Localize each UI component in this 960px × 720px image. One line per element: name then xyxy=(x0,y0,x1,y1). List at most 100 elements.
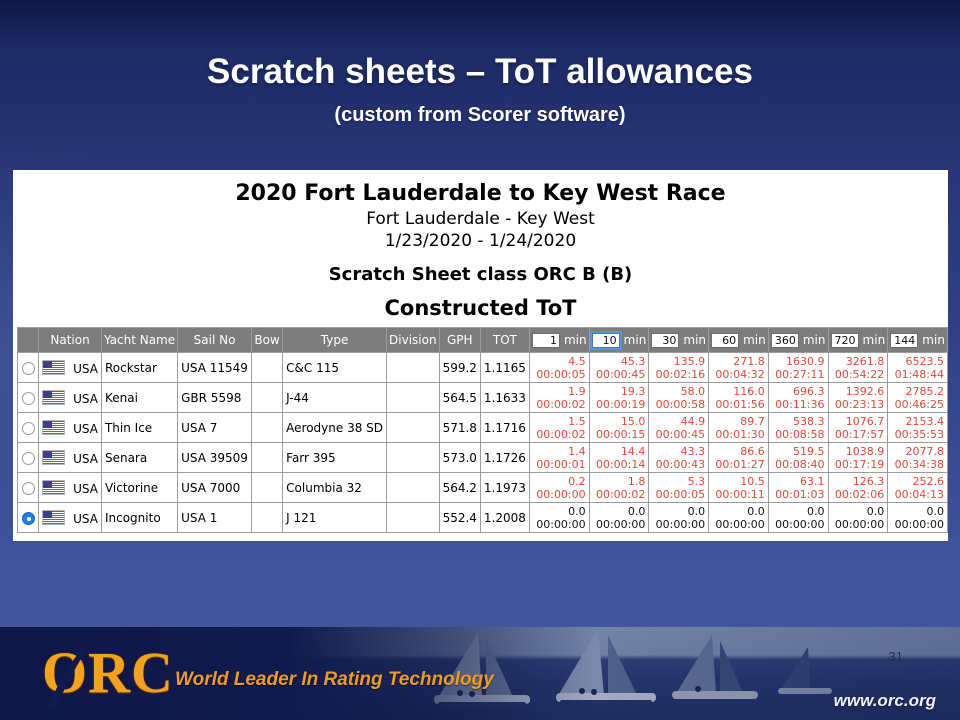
minutes-input[interactable] xyxy=(770,332,799,348)
allowance-hms: 00:02:06 xyxy=(834,487,885,501)
allowance-hms: 00:00:45 xyxy=(655,427,706,441)
allowance-cell: 19.3 00:00:19 xyxy=(588,382,650,413)
minutes-unit-label: min xyxy=(563,332,587,347)
allowance-cell: 0.0 00:00:00 xyxy=(708,502,769,533)
allowance-seconds: 19.3 xyxy=(620,384,646,398)
allowance-hms: 00:23:13 xyxy=(834,397,885,411)
minute-header: min xyxy=(708,327,769,353)
orc-logo-text: ORC xyxy=(42,640,174,705)
allowance-seconds: 538.3 xyxy=(793,414,825,428)
tot-value: 1.1716 xyxy=(479,412,530,443)
minutes-unit-label: min xyxy=(623,332,647,347)
allowance-hms: 00:01:03 xyxy=(775,487,825,501)
allowance-cell: 1.8 00:00:02 xyxy=(588,472,650,503)
allowance-seconds: 1630.9 xyxy=(786,354,825,368)
radio-cell xyxy=(16,472,40,503)
allowance-cell: 58.0 00:00:58 xyxy=(648,382,710,413)
nation-cell: USA xyxy=(38,502,102,533)
allowance-cell: 1.5 00:00:02 xyxy=(528,412,590,443)
allowance-hms: 00:00:15 xyxy=(595,427,646,441)
allowance-hms: 00:08:58 xyxy=(775,427,825,441)
allowance-cell: 0.0 00:00:00 xyxy=(528,502,590,533)
gph-value: 599.2 xyxy=(438,352,481,383)
allowance-seconds: 1.8 xyxy=(627,474,646,488)
slide-subtitle: (custom from Scorer software) xyxy=(334,104,626,126)
allowance-cell: 0.0 00:00:00 xyxy=(827,502,889,533)
allowance-cell: 63.1 00:01:03 xyxy=(767,472,829,503)
scratch-table-body: USA Rockstar USA 11549 C&C 115 599.2 1.1165 4.… xyxy=(16,352,948,533)
allowance-hms: 00:00:14 xyxy=(595,457,646,471)
allowance-cell: 126.3 00:02:06 xyxy=(827,472,889,503)
yacht-select-radio[interactable] xyxy=(21,421,35,435)
allowance-seconds: 5.3 xyxy=(687,474,706,488)
allowance-hms: 01:48:44 xyxy=(894,367,944,381)
us-flag-icon xyxy=(42,449,66,465)
minutes-unit-label: min xyxy=(683,332,707,347)
allowance-hms: 00:01:30 xyxy=(715,427,765,441)
allowance-seconds: 0.0 xyxy=(747,504,765,518)
allowance-cell: 519.5 00:08:40 xyxy=(767,442,829,473)
allowance-hms: 00:01:56 xyxy=(715,397,765,411)
allowance-seconds: 116.0 xyxy=(733,384,765,398)
minutes-input[interactable] xyxy=(711,332,740,348)
minute-header: min xyxy=(528,327,590,353)
allowance-hms: 00:04:13 xyxy=(894,487,944,501)
allowance-hms: 00:11:36 xyxy=(775,397,825,411)
scratch-sheet-class: Scratch Sheet class ORC B (B) xyxy=(328,264,633,285)
yacht-name: Victorine xyxy=(100,472,179,503)
allowance-cell: 2153.4 00:35:53 xyxy=(887,412,948,443)
allowance-hms: 00:00:45 xyxy=(595,367,646,381)
minutes-input[interactable] xyxy=(651,332,680,348)
nation-cell: USA xyxy=(38,442,102,473)
minutes-input[interactable] xyxy=(890,332,919,348)
minutes-input[interactable] xyxy=(591,332,620,348)
allowance-cell: 0.0 00:00:00 xyxy=(887,502,948,533)
yacht-name: Rockstar xyxy=(100,352,179,383)
yacht-type: Farr 395 xyxy=(282,442,388,473)
yacht-select-radio[interactable] xyxy=(21,511,35,525)
nation-label: USA xyxy=(73,481,98,496)
minutes-unit-label: min xyxy=(862,332,886,347)
yacht-name: Senara xyxy=(100,442,179,473)
allowance-hms: 00:00:00 xyxy=(595,517,646,531)
allowance-seconds: 1038.9 xyxy=(845,444,885,458)
yacht-select-radio[interactable] xyxy=(21,451,35,465)
yacht-name: Thin Ice xyxy=(100,412,179,443)
minutes-input[interactable] xyxy=(531,332,560,348)
minute-header: min xyxy=(588,327,650,353)
minutes-unit-label: min xyxy=(802,332,826,347)
gph-value: 564.5 xyxy=(438,382,481,413)
allowance-cell: 116.0 00:01:56 xyxy=(708,382,769,413)
allowance-seconds: 1.5 xyxy=(568,414,586,428)
allowance-cell: 0.0 00:00:00 xyxy=(767,502,829,533)
allowance-hms: 00:00:00 xyxy=(655,517,706,531)
col-header-bow: Bow xyxy=(250,327,284,353)
us-flag-icon xyxy=(42,509,66,525)
us-flag-icon xyxy=(42,389,66,405)
yacht-name: Incognito xyxy=(100,502,179,533)
minutes-input[interactable] xyxy=(830,332,859,348)
allowance-cell: 45.3 00:00:45 xyxy=(588,352,650,383)
allowance-seconds: 4.5 xyxy=(568,354,586,368)
allowance-cell: 1392.6 00:23:13 xyxy=(827,382,889,413)
allowance-hms: 00:00:00 xyxy=(536,487,586,501)
orc-tagline: World Leader In Rating Technology xyxy=(175,669,494,690)
allowance-hms: 00:34:38 xyxy=(894,457,944,471)
allowance-cell: 2785.2 00:46:25 xyxy=(887,382,948,413)
allowance-seconds: 1.9 xyxy=(568,384,586,398)
allowance-seconds: 271.8 xyxy=(733,354,765,368)
allowance-seconds: 44.9 xyxy=(680,414,706,428)
bow-number xyxy=(250,502,284,533)
yacht-select-radio[interactable] xyxy=(21,481,35,495)
yacht-select-radio[interactable] xyxy=(21,361,35,375)
nation-cell: USA xyxy=(38,412,102,443)
col-header-sail-no: Sail No xyxy=(177,327,252,353)
nation-label: USA xyxy=(73,421,98,436)
allowance-cell: 6523.5 01:48:44 xyxy=(887,352,948,383)
allowance-cell: 2077.8 00:34:38 xyxy=(887,442,948,473)
allowance-cell: 0.0 00:00:00 xyxy=(648,502,710,533)
yacht-select-radio[interactable] xyxy=(21,391,35,405)
allowance-hms: 00:04:32 xyxy=(715,367,765,381)
allowance-seconds: 45.3 xyxy=(620,354,646,368)
